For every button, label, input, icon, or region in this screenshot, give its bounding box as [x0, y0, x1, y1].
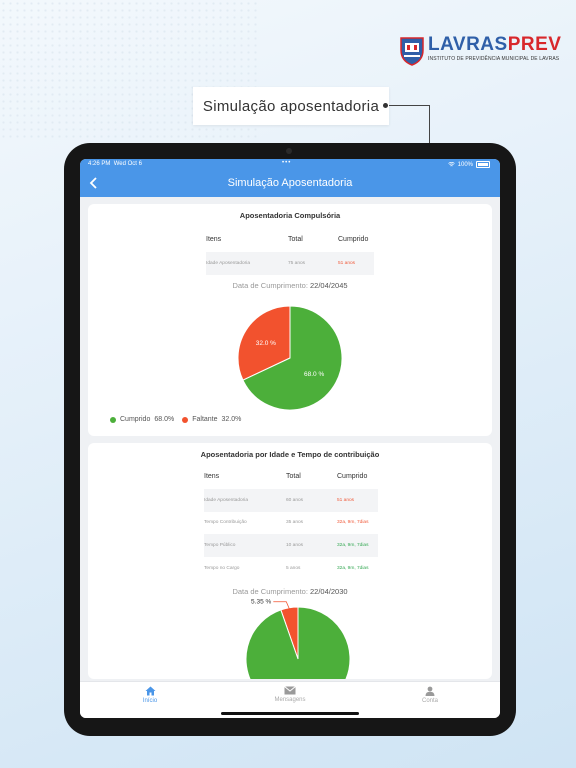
app-screen: 4:26 PM Wed Oct 6 ••• 100% Simulação Apo…	[80, 159, 500, 718]
pie-label-leader	[273, 601, 290, 609]
row-total: 60 anos	[286, 498, 304, 503]
row-total: 75 anos	[288, 261, 306, 266]
tab-bar: Início Mensagens Conta	[80, 681, 500, 718]
tab-mensagens[interactable]: Mensagens	[250, 686, 330, 703]
callout-dot	[383, 103, 388, 108]
chart-legend: Cumprido 68.0% Faltante 32.0%	[110, 416, 249, 423]
logo-subtitle: INSTITUTO DE PREVIDÊNCIA MUNICIPAL DE LA…	[428, 56, 560, 62]
home-indicator	[221, 712, 359, 715]
header-itens: Itens	[204, 473, 220, 480]
lavrasprev-logo: LAVRASPREV INSTITUTO DE PREVIDÊNCIA MUNI…	[398, 34, 570, 68]
row-item: Tempo Público	[204, 543, 236, 548]
row-item: Idade Aposentadoria	[206, 261, 251, 266]
legend-item-cumprido: Cumprido 68.0%	[110, 416, 174, 423]
tab-conta[interactable]: Conta	[390, 686, 470, 704]
summary-table: Itens Total Cumprido Idade Aposentadoria…	[206, 228, 374, 275]
card-title: Aposentadoria por Idade e Tempo de contr…	[200, 450, 380, 459]
legend-dot-green	[110, 416, 116, 423]
table-row: Tempo Contribuição 35 anos 32a, 9m, 7dia…	[204, 511, 378, 534]
header-cumprido: Cumprido	[338, 236, 369, 243]
table-row: Tempo no Cargo 5 anos 32a, 9m, 7dias	[204, 557, 378, 580]
table-row: Tempo Público 10 anos 32a, 9m, 7dias	[204, 534, 378, 557]
header-cumprido: Cumprido	[337, 473, 368, 480]
header-itens: Itens	[206, 236, 222, 243]
compulsory-retirement-card: Aposentadoria Compulsória Itens Total Cu…	[88, 204, 492, 436]
page-title: Simulação Aposentadoria	[227, 177, 353, 189]
row-done: 51 anos	[338, 261, 356, 266]
age-contribution-retirement-card: Aposentadoria por Idade e Tempo de contr…	[88, 443, 492, 679]
pie-data-label: 68.0 %	[304, 371, 324, 378]
pie-data-label: 32.0 %	[256, 340, 276, 347]
status-bar: 4:26 PM Wed Oct 6 ••• 100%	[80, 159, 500, 170]
logo-text: LAVRASPREV	[428, 34, 562, 55]
legend-dot-red	[182, 416, 189, 423]
home-icon	[145, 686, 155, 696]
back-chevron-icon[interactable]	[86, 175, 100, 191]
user-icon	[425, 686, 435, 696]
requirements-table: Itens Total Cumprido Idade Aposentadoria…	[204, 465, 378, 581]
battery-icon	[476, 161, 490, 168]
table-row: Idade Aposentadoria 75 anos 51 anos	[206, 252, 374, 275]
pie-chart-age-contribution: 5.35 %	[245, 599, 351, 679]
header-total: Total	[288, 236, 303, 243]
row-total: 35 anos	[286, 520, 304, 525]
row-item: Idade Aposentadoria	[204, 498, 249, 503]
row-item: Tempo no Cargo	[204, 566, 240, 571]
row-item: Tempo Contribuição	[204, 520, 247, 525]
battery-percent: 100%	[457, 161, 473, 168]
pie-slice-cumprido	[245, 606, 351, 679]
callout-connector-vertical	[429, 105, 430, 143]
nav-bar: Simulação Aposentadoria	[80, 170, 500, 197]
row-done: 51 anos	[337, 498, 355, 503]
header-total: Total	[286, 473, 301, 480]
camera	[286, 148, 292, 154]
wifi-icon	[447, 162, 455, 167]
multitasking-dots-icon: •••	[282, 160, 292, 166]
feature-callout: Simulação aposentadoria	[193, 87, 389, 125]
row-done: 32a, 9m, 7dias	[337, 543, 369, 548]
status-time: 4:26 PM Wed Oct 6	[88, 161, 142, 167]
seal-icon	[400, 37, 424, 66]
tab-label: Conta	[421, 698, 438, 704]
table-header: Itens Total Cumprido	[206, 228, 374, 251]
completion-date: Data de Cumprimento: 22/04/2030	[232, 587, 348, 596]
callout-connector	[389, 105, 429, 106]
tab-inicio[interactable]: Início	[110, 686, 190, 704]
table-header: Itens Total Cumprido	[204, 465, 378, 488]
row-done: 32a, 9m, 7dias	[337, 566, 369, 571]
pie-data-label: 5.35 %	[251, 599, 271, 606]
legend-item-faltante: Faltante 32.0%	[182, 416, 241, 423]
pie-slice-faltante	[237, 305, 291, 381]
row-total: 10 anos	[286, 543, 304, 548]
pie-chart-compulsory: 32.0 % 68.0 %	[237, 305, 343, 411]
completion-date: Data de Cumprimento: 22/04/2045	[232, 281, 348, 290]
pie-slice-cumprido	[242, 305, 343, 411]
row-done: 32a, 9m, 7dias	[337, 520, 369, 525]
row-total: 5 anos	[286, 566, 301, 571]
envelope-icon	[284, 686, 296, 695]
table-row: Idade Aposentadoria 60 anos 51 anos	[204, 489, 378, 512]
tab-label: Mensagens	[274, 697, 306, 703]
tab-label: Início	[142, 698, 158, 704]
card-title: Aposentadoria Compulsória	[239, 211, 341, 220]
